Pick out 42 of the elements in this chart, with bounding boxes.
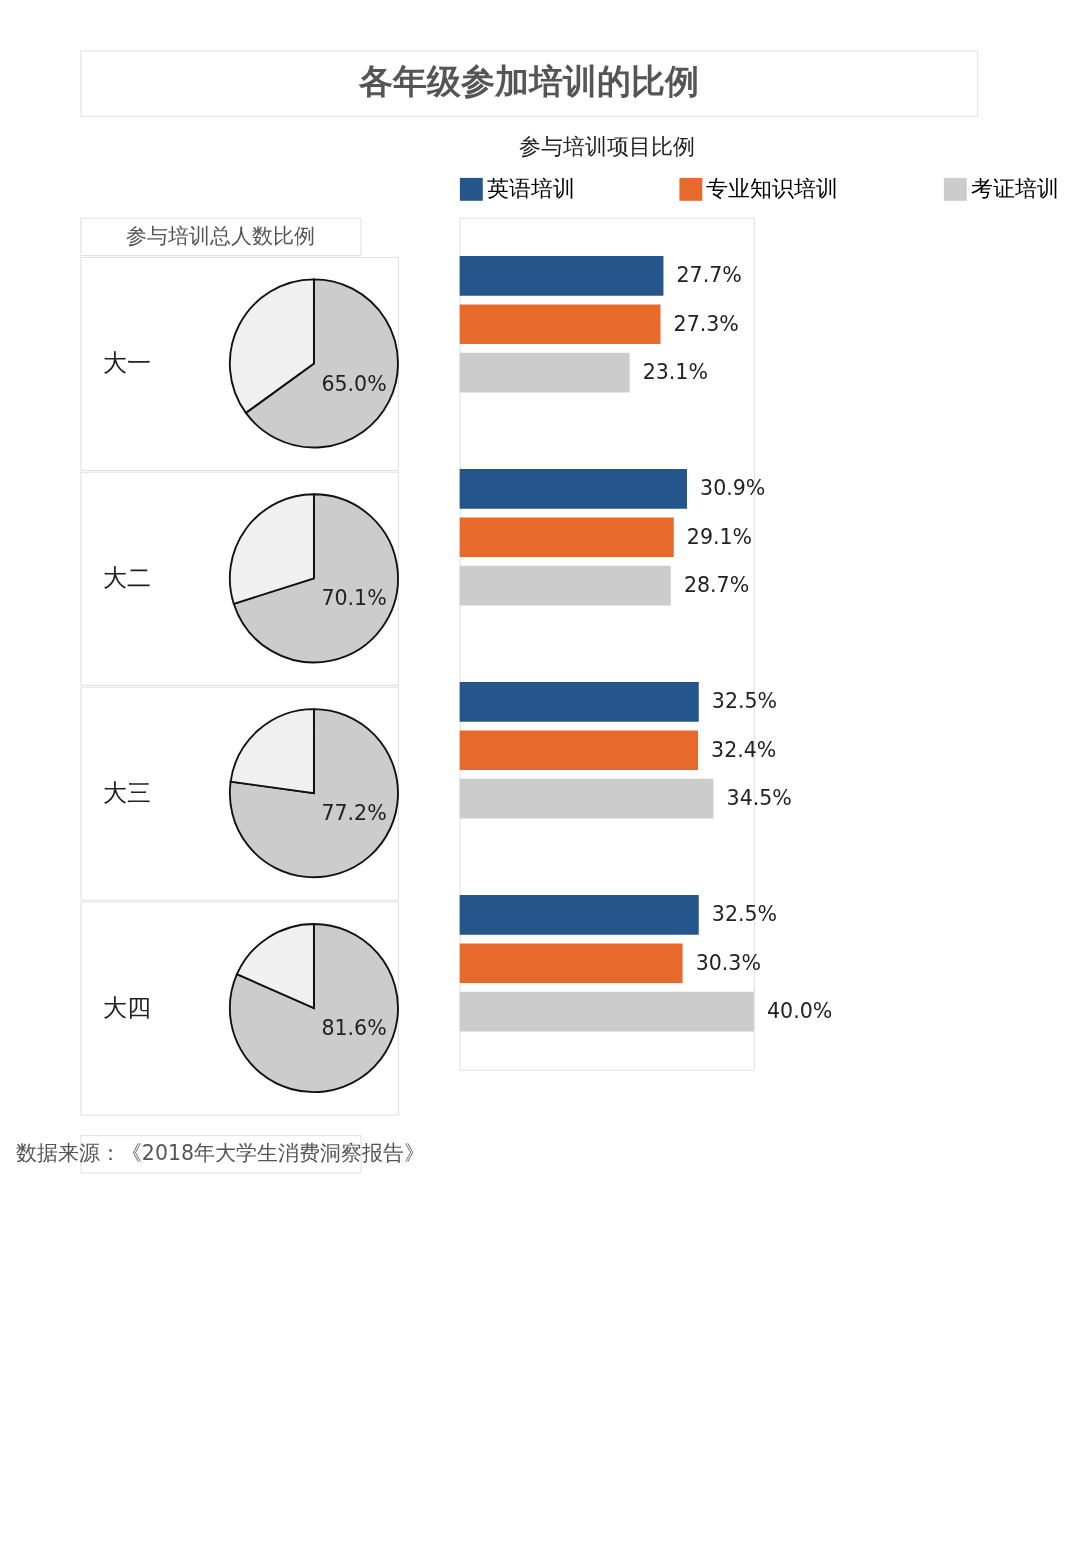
data-label: 70.1%: [321, 586, 387, 611]
pie-slice: [232, 493, 399, 664]
legend-label: 英语培训: [486, 174, 575, 201]
text: 大四: [103, 992, 152, 1022]
bar: [459, 352, 630, 393]
data-label: 77.2%: [321, 801, 387, 826]
bar: [459, 730, 699, 771]
source-note: 数据来源：《2018年大学生消费洞察报告》: [15, 1141, 426, 1166]
data-label: 29.1%: [686, 524, 753, 549]
data-label: 27.7%: [676, 263, 742, 288]
data-label: 23.1%: [642, 360, 708, 385]
data-label: 81.6%: [321, 1016, 387, 1041]
data-label: 30.3%: [695, 950, 761, 975]
text: 参与培训总人数比例: [125, 223, 315, 248]
bar: [459, 778, 714, 819]
data-label: 32.4%: [711, 737, 777, 762]
bar: [459, 304, 661, 345]
text: 大三: [103, 777, 152, 807]
bar: [459, 256, 664, 296]
bar: [459, 565, 671, 606]
pie-slice: [228, 708, 399, 879]
data-label: 40.0%: [767, 999, 833, 1024]
bar: [459, 991, 754, 1032]
data-label: 27.3%: [673, 311, 739, 336]
data-label: 34.5%: [726, 786, 792, 811]
data-label: 32.5%: [711, 689, 778, 714]
bar: [459, 469, 687, 509]
data-label: 32.5%: [711, 902, 778, 927]
text: 各年级参加培训的比例: [357, 62, 699, 102]
chart-title: 参与培训项目比例: [518, 133, 695, 160]
data-label: 28.7%: [683, 573, 750, 598]
bar: [459, 943, 683, 984]
data-label: 30.9%: [700, 476, 766, 501]
bar: [459, 682, 699, 722]
text: 大一: [103, 347, 152, 377]
bar: [459, 895, 699, 935]
legend-label: 专业知识培训: [706, 174, 839, 201]
legend-label: 考证培训: [970, 174, 1059, 201]
text: 大二: [103, 562, 152, 592]
bar: [459, 517, 674, 558]
data-label: 65.0%: [321, 371, 387, 396]
pie-slice: [228, 923, 399, 1093]
